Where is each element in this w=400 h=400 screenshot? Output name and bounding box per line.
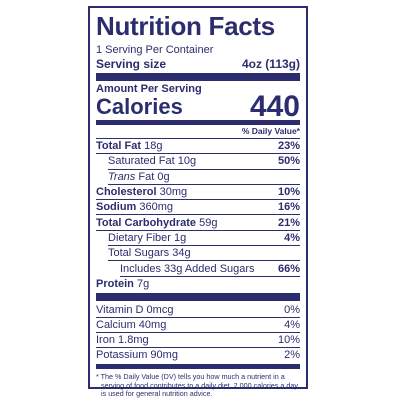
nutrient-amount: 30mg [159, 186, 188, 199]
vitamin-name: Potassium [96, 349, 148, 362]
nutrient-name: Total Sugars [108, 247, 170, 260]
nutrient-amount: 1g [174, 231, 187, 244]
vitamin-dv: 4% [284, 318, 300, 331]
nutrition-label: Nutrition Facts 1 Serving Per Container … [88, 6, 308, 398]
divider [96, 292, 300, 301]
vitamin-dv: 2% [284, 349, 300, 362]
amount-per-serving: Amount Per Serving [96, 83, 202, 95]
nutrient-name: Cholesterol [96, 186, 157, 199]
divider [96, 363, 300, 369]
vitamin-row: Calcium 40mg 4% [96, 318, 300, 333]
vitamin-amount: 0mcg [146, 303, 174, 316]
serving-size-label: Serving size [96, 57, 167, 71]
serving-size-value: 4oz (113g) [241, 57, 300, 71]
vitamin-dv: 0% [284, 303, 300, 316]
vitamin-row: Iron 1.8mg 10% [96, 333, 300, 348]
nutrient-dv: 10% [277, 186, 300, 199]
divider [96, 120, 300, 125]
nutrient-row: Dietary Fiber 1g 4% [108, 231, 300, 247]
calories-value: 440 [249, 90, 300, 123]
vitamin-text: Iron 1.8mg [96, 334, 149, 346]
nutrient-row: Includes 33g Added Sugars 66% [120, 261, 300, 277]
nutrient-name: Saturated Fat [108, 155, 175, 168]
vitamin-name: Vitamin D [96, 303, 144, 316]
vitamin-name: Calcium [96, 318, 136, 331]
vitamin-list: Vitamin D 0mcg 0% Calcium 40mg 4% Iron 1.8mg… [96, 303, 300, 363]
nutrient-row: Sodium 360mg 16% [96, 200, 300, 216]
nutrient-amount: 34g [172, 247, 191, 260]
nutrient-amount: 18g [144, 140, 163, 153]
nutrient-amount: 0g [157, 170, 170, 183]
vitamin-amount: 1.8mg [118, 333, 149, 346]
nutrient-name: Total Carbohydrate [96, 216, 197, 229]
nutrient-name: Protein [96, 278, 134, 291]
footnote: * The % Daily Value (DV) tells you how m… [96, 371, 298, 399]
nutrient-name: Dietary Fiber [108, 231, 171, 244]
nutrient-name: Fat [138, 170, 155, 183]
nutrient-dv: 16% [277, 201, 300, 214]
vitamin-row: Potassium 90mg 2% [96, 348, 300, 363]
calories: Calories 440 [96, 90, 300, 123]
servings: 1 Serving Per Container [96, 44, 214, 56]
calories-label: Calories [96, 94, 183, 119]
title: Nutrition Facts [96, 11, 275, 41]
vitamin-text: Potassium 90mg [96, 349, 178, 361]
nutrient-amount: 7g [136, 278, 150, 291]
nutrient-dv: 21% [277, 216, 300, 229]
vitamin-amount: 40mg [138, 318, 167, 331]
vitamin-amount: 90mg [150, 349, 178, 362]
nutrient-row: Saturated Fat 10g 50% [108, 154, 300, 170]
nutrient-row: Total Sugars 34g [108, 246, 300, 262]
nutrient-dv: 23% [277, 140, 300, 153]
nutrient-amount: 360mg [139, 201, 174, 214]
nutrient-row: Trans Fat 0g [108, 170, 300, 185]
nutrient-row: Protein 7g [96, 277, 300, 292]
nutrient-name: Includes 33g Added Sugars [120, 262, 255, 275]
nutrient-name-italic: Trans [108, 170, 136, 183]
nutrient-name: Total Fat [96, 140, 142, 153]
nutrient-row: Total Fat 18g 23% [96, 139, 300, 155]
dv-header: % Daily Value* [96, 125, 300, 139]
vitamin-text: Calcium 40mg [96, 319, 166, 331]
nutrient-row: Cholesterol 30mg 10% [96, 185, 300, 201]
vitamin-name: Iron [96, 333, 115, 346]
nutrient-name: Sodium [96, 201, 137, 214]
nutrient-dv: 66% [277, 262, 300, 275]
nutrient-row: Total Carbohydrate 59g 21% [96, 215, 300, 231]
vitamin-text: Vitamin D 0mcg [96, 304, 173, 316]
nutrient-dv: 4% [284, 231, 300, 244]
divider [96, 73, 300, 81]
vitamin-row: Vitamin D 0mcg 0% [96, 303, 300, 318]
serving-size: Serving size 4oz (113g) [96, 57, 300, 72]
nutrient-dv: 50% [277, 155, 300, 168]
vitamin-dv: 10% [277, 333, 300, 346]
nutrient-amount: 10g [177, 155, 197, 168]
nutrient-amount: 59g [199, 216, 218, 229]
